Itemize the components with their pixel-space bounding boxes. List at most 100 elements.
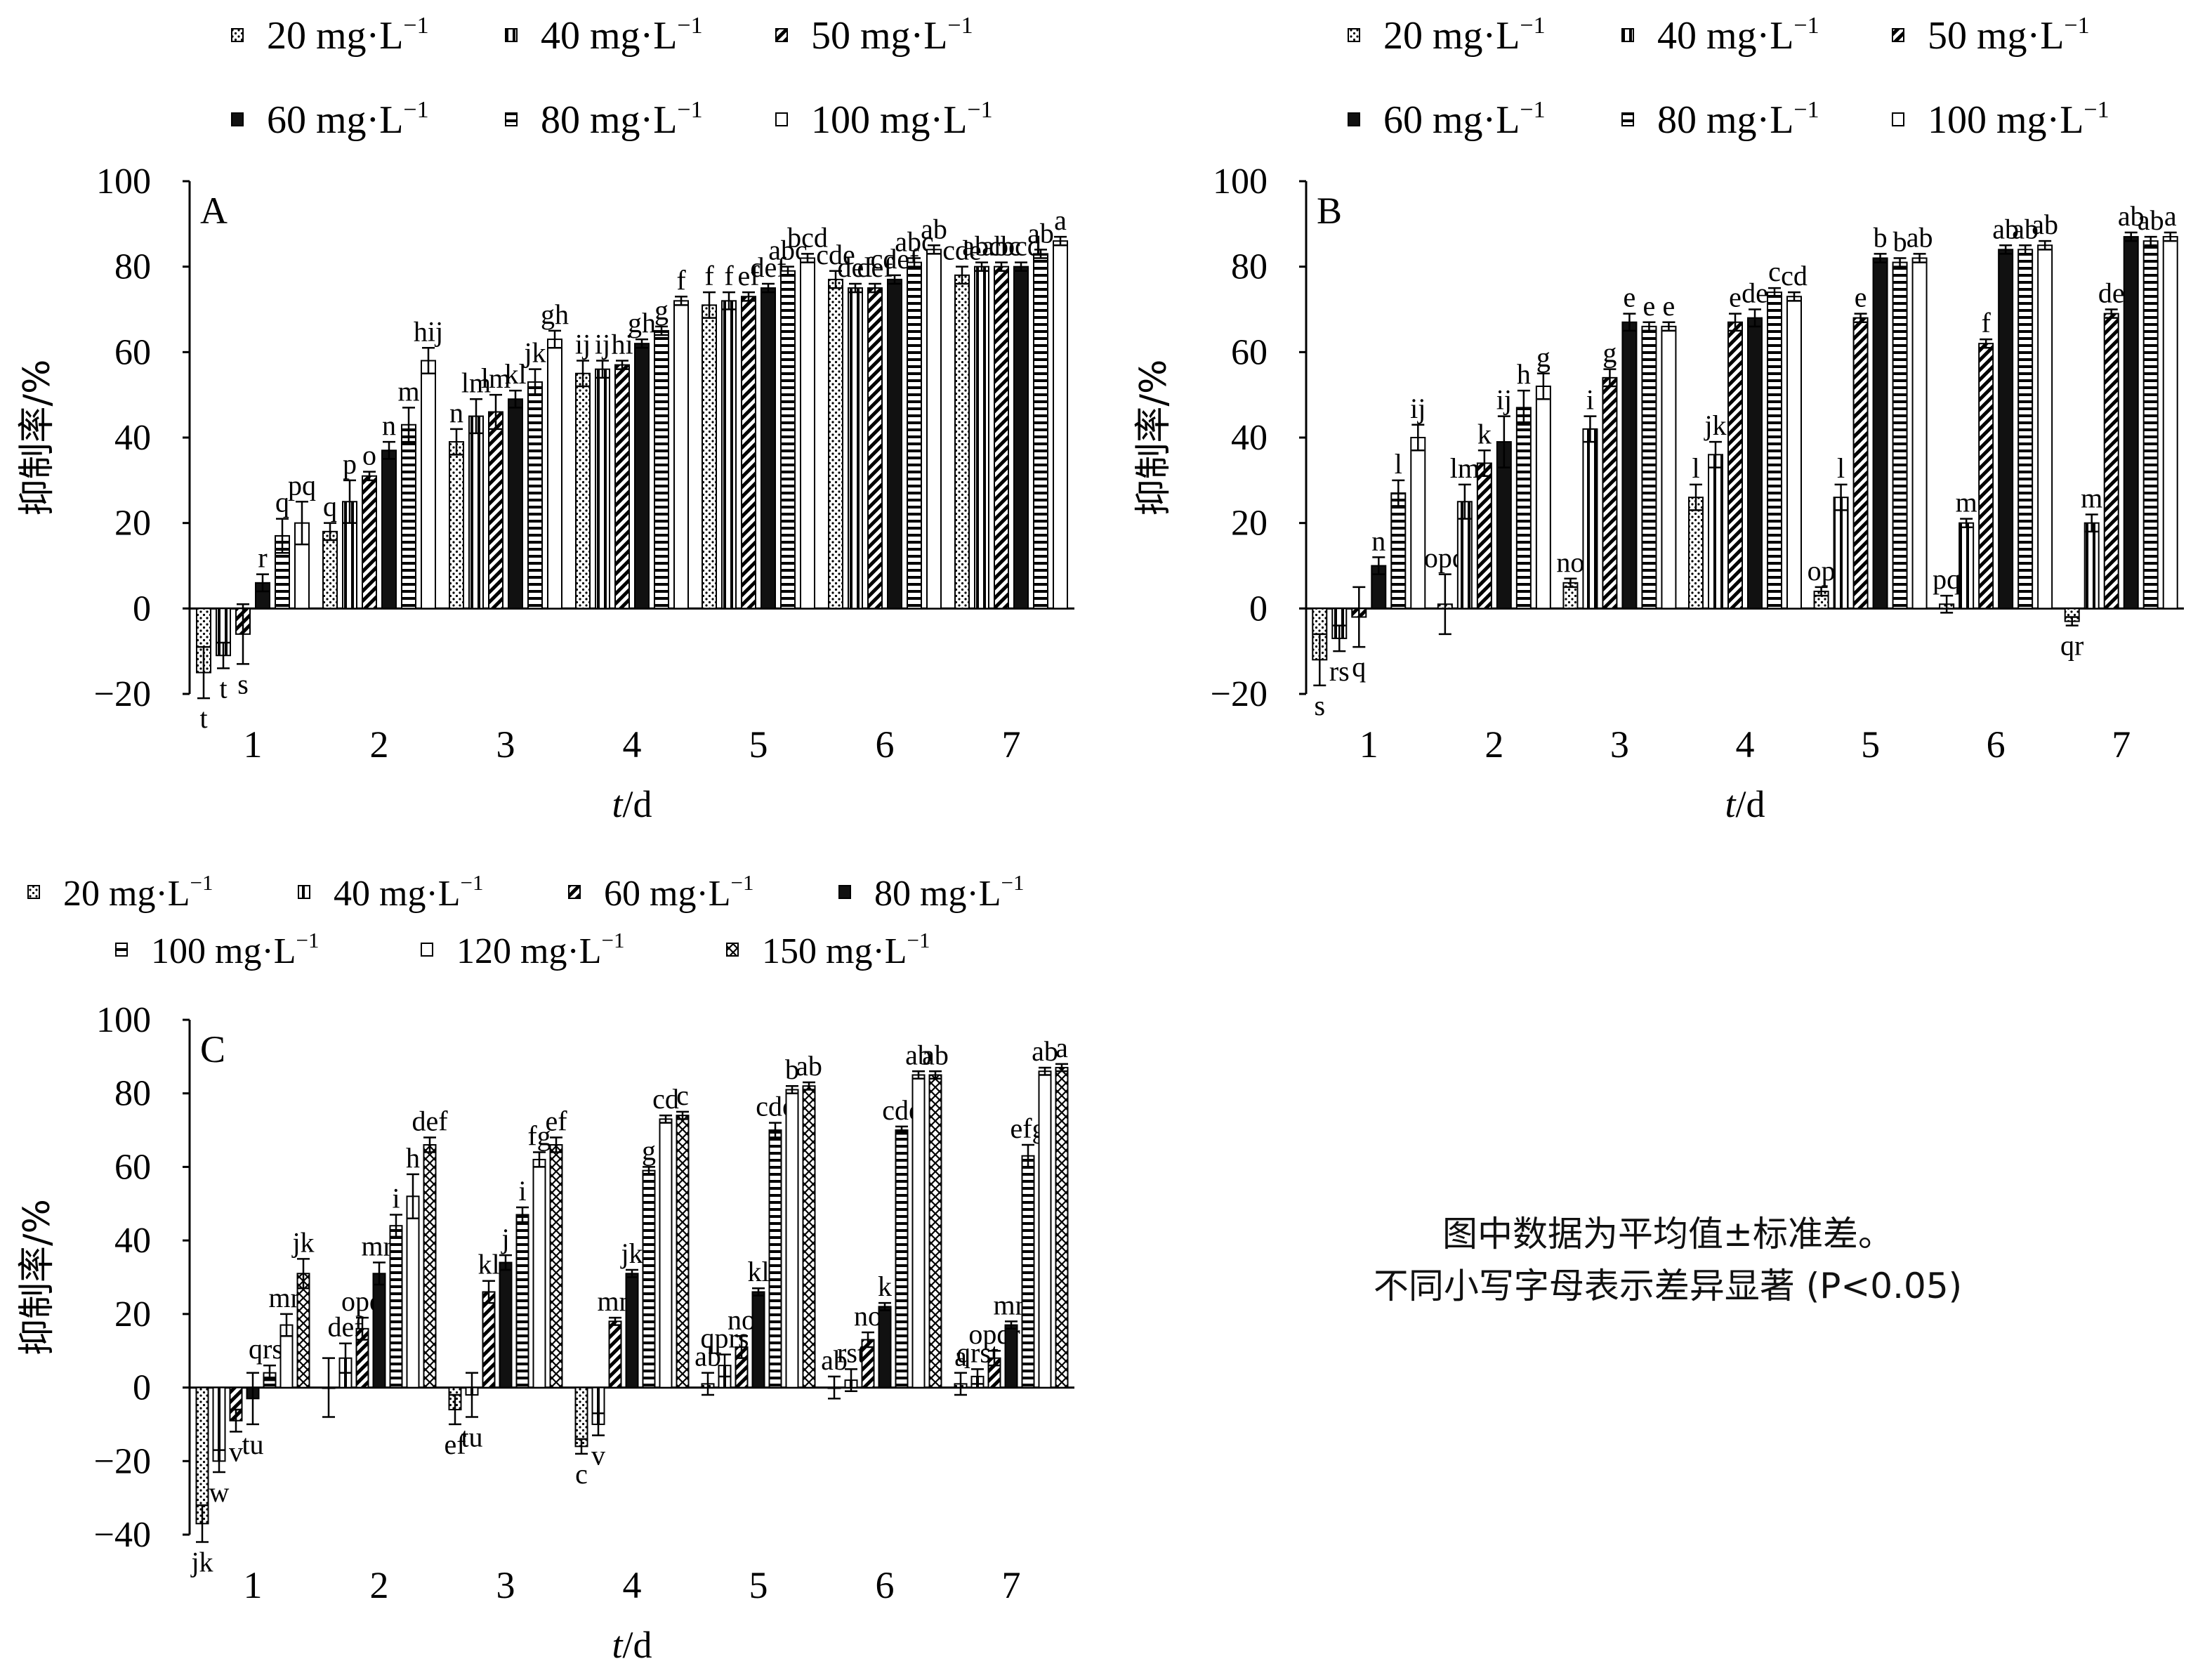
x-tick-label: 6 [876, 723, 895, 766]
significance-label: de [1742, 277, 1768, 309]
bar-c-s100-d3 [515, 1214, 529, 1389]
legend-entry-exponent: −1 [1520, 97, 1545, 123]
significance-label: pq [288, 469, 316, 501]
bar-c-s80-d2 [372, 1273, 386, 1389]
significance-label: w [209, 1476, 230, 1508]
x-tick-label: 7 [1002, 723, 1021, 766]
significance-label: l [1692, 452, 1699, 484]
legend-entry-text: 100 mg·L [151, 931, 296, 971]
bar-b-s100-d6 [2037, 244, 2053, 610]
bar-a-s100-d4 [673, 300, 689, 610]
legend-entry-text: 150 mg·L [762, 931, 907, 971]
y-tick-label: −40 [94, 1515, 151, 1555]
legend-swatch [1892, 28, 1904, 42]
bar-c-s80-d5 [751, 1291, 765, 1389]
legend-swatch [421, 943, 433, 957]
y-tick-label: 80 [1231, 247, 1268, 287]
legend-swatch [775, 28, 788, 42]
legend-entry: 80 mg·L−1 [1657, 97, 1819, 142]
significance-label: t [199, 702, 207, 734]
x-axis-label-unit: /d [623, 1624, 652, 1666]
significance-label: no [854, 1300, 882, 1332]
x-axis-label: t/d [612, 1624, 652, 1666]
legend-entry-text: 50 mg·L [1928, 14, 2064, 58]
bar-c-s80-d3 [499, 1261, 513, 1389]
significance-label: cd [652, 1083, 679, 1115]
significance-label: ab [922, 1039, 949, 1070]
y-tick-label: −20 [94, 1441, 151, 1481]
significance-label: s [1314, 690, 1325, 721]
bar-a-s50-d4 [614, 364, 630, 610]
significance-label: g [642, 1134, 656, 1166]
x-tick-label: 1 [244, 1564, 263, 1606]
significance-label: i [392, 1182, 400, 1214]
legend-entry: 80 mg·L−1 [541, 97, 703, 142]
significance-label: ab [2138, 204, 2164, 236]
legend-entry-exponent: −1 [403, 97, 428, 123]
bar-c-s150-d4 [676, 1115, 690, 1389]
bar-c-s120-d5 [785, 1089, 799, 1389]
bar-a-s40-d4 [595, 368, 610, 610]
legend-swatch [1348, 112, 1360, 126]
y-tick-label: 20 [1231, 504, 1268, 544]
legend-entry-text: 80 mg·L [874, 874, 1001, 914]
significance-label: kl [478, 1249, 499, 1280]
bar-b-s40-d7 [2083, 522, 2100, 610]
significance-label: e [1855, 282, 1867, 313]
bar-b-s50-d6 [1978, 343, 1994, 610]
bar-b-s20-d4 [1688, 497, 1704, 610]
bar-b-s60-d4 [1747, 317, 1763, 610]
x-axis-label: t/d [612, 783, 652, 825]
significance-label: e [1663, 290, 1676, 322]
x-tick-label: 3 [496, 723, 515, 766]
significance-label: e [1729, 282, 1742, 313]
legend-entry-exponent: −1 [1001, 870, 1025, 895]
legend-entry-text: 80 mg·L [1657, 98, 1793, 142]
bar-b-s100-d5 [1911, 257, 1928, 610]
legend-swatch [298, 885, 310, 899]
significance-label: ab [1027, 217, 1054, 249]
legend-swatch [115, 943, 128, 957]
bar-a-s100-d3 [547, 339, 562, 610]
significance-label: ab [796, 1050, 822, 1082]
legend-entry-exponent: −1 [602, 928, 625, 952]
legend-entry: 60 mg·L−1 [1383, 97, 1546, 142]
legend-entry: 60 mg·L−1 [267, 97, 429, 142]
bar-a-s60-d7 [1013, 265, 1029, 610]
bar-c-s100-d7 [1021, 1155, 1035, 1389]
significance-label: rs [1329, 655, 1350, 687]
bar-b-s80-d3 [1641, 325, 1657, 610]
bar-a-s80-d4 [654, 329, 669, 610]
x-tick-label: 7 [1002, 1564, 1021, 1606]
bar-a-s20-d6 [828, 278, 843, 610]
significance-label: e [1643, 290, 1656, 322]
significance-label: m [1956, 487, 1977, 518]
legend-swatch [1621, 28, 1634, 42]
bar-a-s60-d2 [381, 450, 397, 610]
x-axis-label-var: t [612, 1624, 624, 1666]
significance-label: t [219, 673, 227, 704]
significance-label: ij [575, 329, 591, 360]
significance-label: jk [291, 1226, 314, 1258]
legend-entry: 40 mg·L−1 [334, 870, 484, 914]
bar-c-s80-d7 [1004, 1324, 1018, 1389]
significance-label: abc [962, 230, 1001, 262]
significance-label: s [237, 668, 249, 700]
significance-label: ab [1032, 1035, 1058, 1067]
bar-b-s80-d7 [2142, 240, 2159, 610]
significance-label: f [724, 260, 734, 291]
bar-a-s50-d3 [488, 411, 503, 610]
bar-b-s100-d2 [1535, 386, 1551, 610]
significance-label: ab [921, 213, 947, 244]
significance-label: ab [2032, 209, 2058, 240]
bar-c-s20-d1 [195, 1386, 209, 1525]
note-line-2: 不同小写字母表示差异显著 (P<0.05) [1373, 1266, 1963, 1306]
significance-label: jk [619, 1238, 643, 1269]
significance-label: g [1536, 341, 1551, 373]
legend-entry-exponent: −1 [2064, 13, 2089, 39]
legend-entry-text: 20 mg·L [267, 14, 403, 58]
y-tick-label: 60 [1231, 332, 1268, 372]
significance-label: n [449, 397, 463, 428]
